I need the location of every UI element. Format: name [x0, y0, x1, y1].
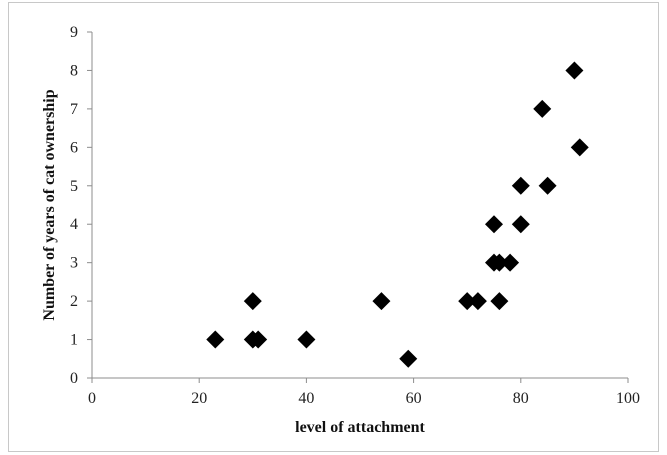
- x-tick-label: 60: [406, 390, 422, 407]
- y-tick-label: 7: [70, 101, 78, 118]
- data-point: [490, 292, 509, 311]
- x-tick-label: 100: [616, 390, 640, 407]
- data-point: [565, 61, 584, 80]
- data-point: [501, 253, 520, 272]
- data-point: [458, 292, 477, 311]
- y-tick-label: 0: [70, 370, 78, 387]
- axes: [91, 32, 628, 379]
- data-point: [206, 330, 225, 349]
- x-ticks: 0 20 40 60 80 100: [88, 378, 640, 407]
- chart-frame: [8, 2, 659, 452]
- y-tick-label: 9: [70, 24, 78, 41]
- x-axis-title: level of attachment: [295, 419, 425, 436]
- data-point: [243, 292, 262, 311]
- data-point: [372, 292, 391, 311]
- x-tick-label: 20: [191, 390, 207, 407]
- data-point: [490, 253, 509, 272]
- x-tick-label: 80: [513, 390, 529, 407]
- data-point: [249, 330, 268, 349]
- data-point: [533, 99, 552, 118]
- data-point: [570, 138, 589, 157]
- data-point: [485, 215, 503, 234]
- y-tick-label: 4: [70, 216, 78, 233]
- data-point: [297, 330, 316, 349]
- y-tick-label: 6: [70, 139, 78, 156]
- y-tick-label: 8: [70, 62, 78, 79]
- data-point: [468, 292, 487, 311]
- y-tick-label: 2: [70, 293, 78, 310]
- y-tick-label: 5: [70, 178, 78, 195]
- data-point: [538, 176, 557, 195]
- data-points: [206, 61, 589, 368]
- y-tick-label: 3: [70, 255, 78, 272]
- x-tick-label: 0: [88, 390, 96, 407]
- y-tick-label: 1: [70, 332, 78, 349]
- y-ticks: 0 1 2 3 4 5 6 7 8 9: [70, 24, 92, 387]
- x-tick-label: 40: [298, 390, 314, 407]
- data-point: [511, 176, 530, 195]
- data-point: [511, 215, 530, 234]
- y-axis-title: Number of years of cat ownership: [41, 89, 58, 320]
- data-point: [399, 349, 418, 368]
